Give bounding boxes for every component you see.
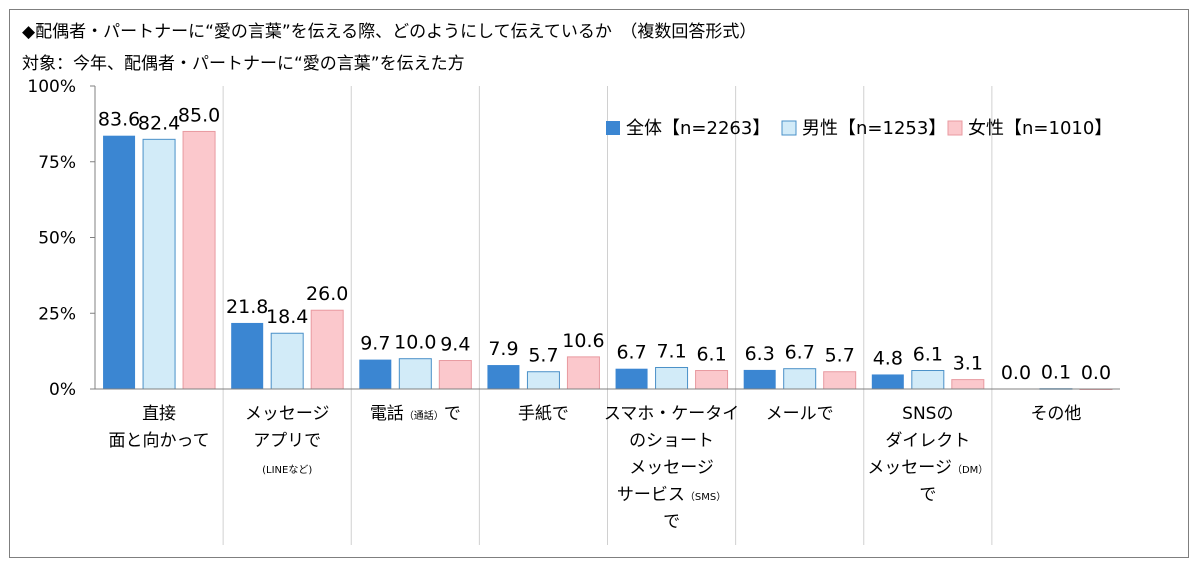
- x-category-label: (LINEなど): [262, 464, 312, 476]
- data-label: 82.4: [138, 112, 180, 134]
- bar: [951, 379, 985, 390]
- legend-swatch: [781, 120, 797, 136]
- data-label: 9.4: [440, 334, 470, 356]
- x-category-label: メッセージ（DM）: [867, 458, 988, 478]
- chart-subtitle: 対象：今年、配偶者・パートナーに“愛の言葉”を伝えた方: [22, 54, 465, 74]
- data-label: 10.0: [394, 332, 436, 354]
- y-tick-label: 100%: [27, 77, 76, 97]
- data-label: 85.0: [178, 104, 220, 126]
- x-category-label: メッセージ: [629, 458, 714, 478]
- x-category-label: メールで: [766, 404, 834, 424]
- bar: [783, 368, 817, 390]
- data-label: 5.7: [528, 345, 558, 367]
- bar: [231, 322, 264, 389]
- data-label: 6.7: [785, 342, 815, 364]
- bar: [103, 135, 136, 389]
- bar: [743, 369, 776, 389]
- y-tick-label: 50%: [38, 229, 76, 249]
- bar: [911, 370, 945, 390]
- x-category-label: メッセージ: [245, 404, 330, 424]
- data-label: 6.1: [913, 344, 943, 366]
- bar: [398, 358, 432, 390]
- bar: [615, 368, 648, 389]
- bar: [310, 309, 344, 390]
- bar: [695, 370, 729, 390]
- legend-swatch: [606, 121, 620, 135]
- x-category-label: 面と向かって: [108, 431, 209, 451]
- x-category-label: ダイレクト: [885, 431, 970, 451]
- data-label: 21.8: [226, 296, 268, 318]
- x-category-label: スマホ・ケータイ: [604, 404, 740, 424]
- data-label: 9.7: [360, 333, 390, 355]
- y-tick-label: 75%: [38, 153, 76, 173]
- x-category-label: 直接: [142, 404, 176, 424]
- data-label: 10.6: [562, 330, 604, 352]
- x-category-label: で: [663, 512, 680, 532]
- y-tick-label: 25%: [38, 304, 76, 324]
- x-category-label: のショート: [629, 431, 714, 451]
- bar: [182, 130, 216, 390]
- x-category-label: 手紙で: [518, 404, 569, 424]
- x-category-label: サービス（SMS）: [617, 485, 726, 505]
- data-label: 26.0: [306, 283, 348, 305]
- legend-label: 女性【n=1010】: [968, 118, 1112, 139]
- bar: [823, 371, 857, 390]
- data-label: 7.9: [488, 338, 518, 360]
- data-label: 0.1: [1041, 362, 1071, 384]
- data-label: 5.7: [825, 345, 855, 367]
- bar: [871, 374, 904, 389]
- data-label: 83.6: [98, 109, 140, 131]
- bar: [270, 332, 304, 390]
- legend-label: 男性【n=1253】: [802, 118, 946, 139]
- chart-frame: [9, 9, 1189, 558]
- data-label: 7.1: [656, 340, 686, 362]
- bar: [487, 365, 520, 389]
- x-category-label: アプリで: [253, 431, 321, 451]
- data-label: 6.7: [616, 342, 646, 364]
- x-category-label: その他: [1030, 404, 1081, 424]
- y-tick-label: 0%: [49, 380, 76, 400]
- x-category-label: で: [919, 485, 936, 505]
- data-label: 18.4: [266, 306, 308, 328]
- data-label: 0.0: [1081, 362, 1111, 384]
- data-label: 3.1: [953, 353, 983, 375]
- bar: [566, 356, 600, 390]
- bar: [142, 138, 176, 390]
- x-category-label: SNSの: [902, 404, 953, 424]
- bar: [655, 366, 689, 390]
- x-category-label: 電話（通話）で: [370, 404, 461, 424]
- bar: [526, 371, 560, 390]
- data-label: 6.3: [745, 343, 775, 365]
- data-label: 6.1: [696, 344, 726, 366]
- chart-title: ◆配偶者・パートナーに“愛の言葉”を伝える際、どのようにして伝えているか （複数…: [22, 22, 757, 42]
- bar: [359, 359, 392, 389]
- bar: [438, 360, 472, 390]
- data-label: 0.0: [1001, 362, 1031, 384]
- data-label: 4.8: [873, 347, 903, 369]
- legend-label: 全体【n=2263】: [626, 118, 770, 139]
- legend-swatch: [947, 120, 963, 136]
